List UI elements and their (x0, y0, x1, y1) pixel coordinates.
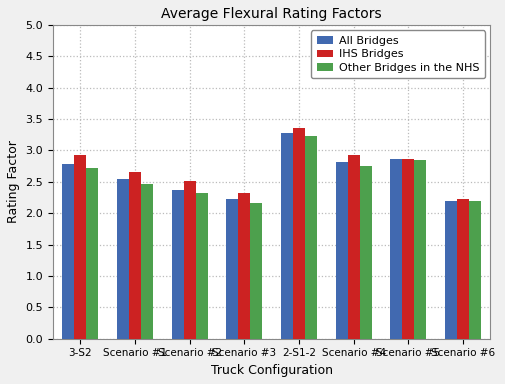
Bar (445, 201, 457, 339)
Bar (86, 168, 98, 339)
Bar (415, 161, 426, 339)
Bar (129, 172, 141, 339)
Bar (238, 193, 250, 339)
Bar (62, 164, 74, 339)
Bar (172, 190, 184, 339)
Legend: All Bridges, IHS Bridges, Other Bridges in the NHS: All Bridges, IHS Bridges, Other Bridges … (311, 30, 485, 78)
Title: Average Flexural Rating Factors: Average Flexural Rating Factors (162, 7, 382, 21)
Y-axis label: Rating Factor: Rating Factor (7, 141, 20, 223)
Bar (141, 184, 153, 339)
Bar (390, 159, 402, 339)
Bar (196, 193, 208, 339)
Bar (457, 199, 469, 339)
Bar (250, 203, 263, 339)
Bar (226, 199, 238, 339)
Bar (293, 129, 305, 339)
Bar (281, 134, 293, 339)
Bar (117, 179, 129, 339)
X-axis label: Truck Configuration: Truck Configuration (211, 364, 333, 377)
Bar (74, 156, 86, 339)
Bar (184, 181, 196, 339)
Bar (360, 166, 372, 339)
Bar (336, 162, 348, 339)
Bar (348, 156, 360, 339)
Bar (469, 201, 481, 339)
Bar (305, 136, 317, 339)
Bar (402, 159, 415, 339)
